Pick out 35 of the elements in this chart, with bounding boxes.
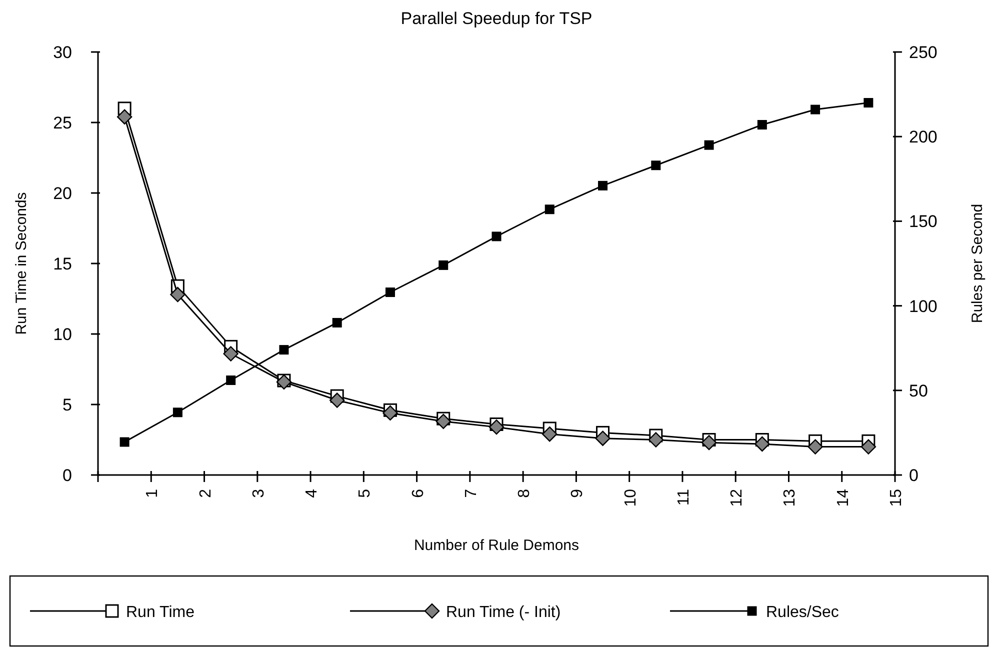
x-tick-label: 15	[888, 488, 905, 507]
legend-label: Rules/Sec	[766, 604, 839, 621]
x-tick-label: 7	[462, 488, 480, 498]
y2-tick-label: 150	[909, 212, 938, 232]
y2-tick-label: 0	[909, 466, 918, 485]
y-tick-label: 25	[53, 114, 72, 132]
y-axis-title: Run Time in Seconds	[13, 192, 30, 335]
x-axis-title: Number of Rule Demons	[414, 537, 580, 554]
y-tick-label: 15	[53, 254, 72, 274]
x-tick-label: 9	[569, 488, 586, 498]
x-tick-label: 2	[197, 488, 214, 498]
legend-label: Run Time	[126, 604, 195, 621]
y2-tick-label: 100	[909, 296, 938, 316]
x-tick-label: 4	[304, 488, 321, 498]
x-tick-label: 5	[356, 488, 374, 498]
x-tick-label: 10	[622, 488, 640, 507]
x-tick-label: 11	[675, 488, 692, 506]
y-tick-label: 0	[62, 466, 72, 485]
x-tick-label: 13	[782, 488, 799, 507]
y-tick-label: 30	[53, 43, 72, 62]
x-tick-label: 3	[250, 488, 268, 498]
legend-label: Run Time (- Init)	[446, 604, 561, 621]
y2-axis-title: Rules per Second	[969, 204, 986, 324]
x-tick-label: 14	[834, 488, 852, 507]
y2-tick-label: 250	[909, 43, 938, 62]
y2-tick-label: 50	[909, 381, 928, 400]
x-tick-label: 6	[410, 488, 427, 498]
y2-tick-label: 200	[909, 128, 938, 147]
x-tick-label: 8	[516, 488, 534, 498]
x-tick-label: 12	[728, 488, 746, 507]
y-tick-label: 20	[53, 184, 72, 203]
chart-title: Parallel Speedup for TSP	[400, 9, 592, 28]
y-tick-label: 5	[62, 396, 72, 414]
x-tick-label: 1	[144, 488, 162, 498]
y-tick-label: 10	[53, 325, 72, 344]
